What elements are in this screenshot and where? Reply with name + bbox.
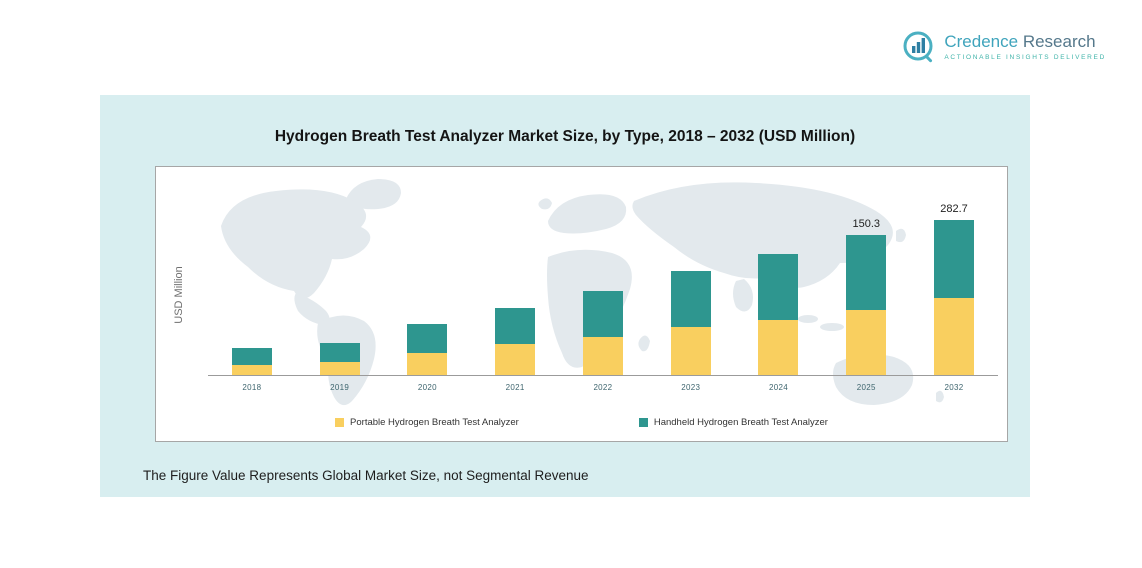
- legend: Portable Hydrogen Breath Test Analyzer Ha…: [156, 417, 1007, 428]
- bar-column: 2023: [660, 167, 722, 392]
- handheld-segment: [495, 308, 536, 344]
- x-tick-label: 2021: [505, 383, 525, 392]
- stacked-bar: [670, 271, 711, 375]
- x-tick-label: 2022: [593, 383, 613, 392]
- handheld-segment: [319, 343, 360, 362]
- logo-word-research: Research: [1022, 32, 1096, 52]
- x-tick-label: 2024: [768, 383, 788, 392]
- stacked-bar: [758, 254, 799, 375]
- x-tick-label: 2018: [242, 383, 262, 392]
- legend-swatch: [638, 418, 648, 427]
- plot-area: 2018 2019 2020 2021 2022 2023 2024 150.3 2025 282…: [208, 167, 998, 392]
- portable-segment: [934, 298, 974, 375]
- logo-brand-name: Credence Research: [944, 32, 1106, 52]
- handheld-segment: [231, 348, 272, 365]
- legend-swatch: [335, 418, 345, 427]
- stacked-bar: [319, 343, 360, 375]
- bar-column: 2022: [572, 167, 634, 392]
- credence-research-logo: Credence Research Actionable Insights De…: [902, 30, 1106, 64]
- bar-column: 2019: [309, 167, 371, 392]
- portable-segment: [407, 353, 448, 375]
- handheld-segment: [407, 324, 448, 353]
- y-axis-label: USD Million: [173, 266, 185, 324]
- stacked-bar: [934, 220, 974, 375]
- bar-value-label: 282.7: [940, 203, 968, 215]
- chart-panel: Hydrogen Breath Test Analyzer Market Siz…: [100, 95, 1030, 497]
- bar-column: 2021: [484, 167, 546, 392]
- logo-tagline: Actionable Insights Delivered: [944, 53, 1106, 61]
- portable-segment: [846, 310, 887, 375]
- chart-title: Hydrogen Breath Test Analyzer Market Siz…: [274, 128, 856, 145]
- x-tick-label: 2020: [417, 383, 437, 392]
- portable-segment: [670, 327, 711, 375]
- bar-column: 2020: [396, 167, 458, 392]
- handheld-segment: [846, 235, 887, 310]
- stacked-bar: [231, 348, 272, 375]
- handheld-segment: [934, 220, 974, 298]
- x-tick-label: 2032: [944, 383, 964, 392]
- bar-column: 150.3 2025: [835, 167, 897, 392]
- legend-item: Handheld Hydrogen Breath Test Analyzer: [638, 417, 828, 428]
- x-tick-label: 2025: [856, 383, 876, 392]
- x-tick-label: 2019: [330, 383, 350, 392]
- figure-footnote: The Figure Value Represents Global Marke…: [143, 468, 589, 483]
- stacked-bar: [495, 308, 536, 375]
- legend-item: Portable Hydrogen Breath Test Analyzer: [335, 417, 519, 428]
- handheld-segment: [670, 271, 711, 327]
- legend-label: Handheld Hydrogen Breath Test Analyzer: [653, 417, 828, 428]
- x-tick-label: 2023: [681, 383, 701, 392]
- handheld-segment: [582, 291, 623, 337]
- portable-segment: [582, 337, 623, 375]
- stacked-bar: [582, 291, 623, 375]
- stacked-bar: [407, 324, 448, 375]
- portable-segment: [495, 344, 536, 375]
- portable-segment: [758, 320, 799, 375]
- logo-word-credence: Credence: [944, 32, 1019, 52]
- bar-column: 282.7 2032: [923, 167, 985, 392]
- chart-area: USD Million 2018 2019 2020 2021 2022 2023 2024…: [155, 166, 1008, 442]
- x-axis-line: [208, 375, 998, 376]
- bar-column: 2018: [221, 167, 283, 392]
- logo-text: Credence Research Actionable Insights De…: [944, 32, 1106, 61]
- logo-chart-icon: [903, 31, 933, 63]
- portable-segment: [319, 362, 360, 375]
- handheld-segment: [758, 254, 799, 320]
- bar-value-label: 150.3: [852, 218, 880, 230]
- legend-label: Portable Hydrogen Breath Test Analyzer: [350, 417, 519, 428]
- portable-segment: [231, 365, 272, 375]
- bar-column: 2024: [747, 167, 809, 392]
- stacked-bar: [846, 235, 887, 375]
